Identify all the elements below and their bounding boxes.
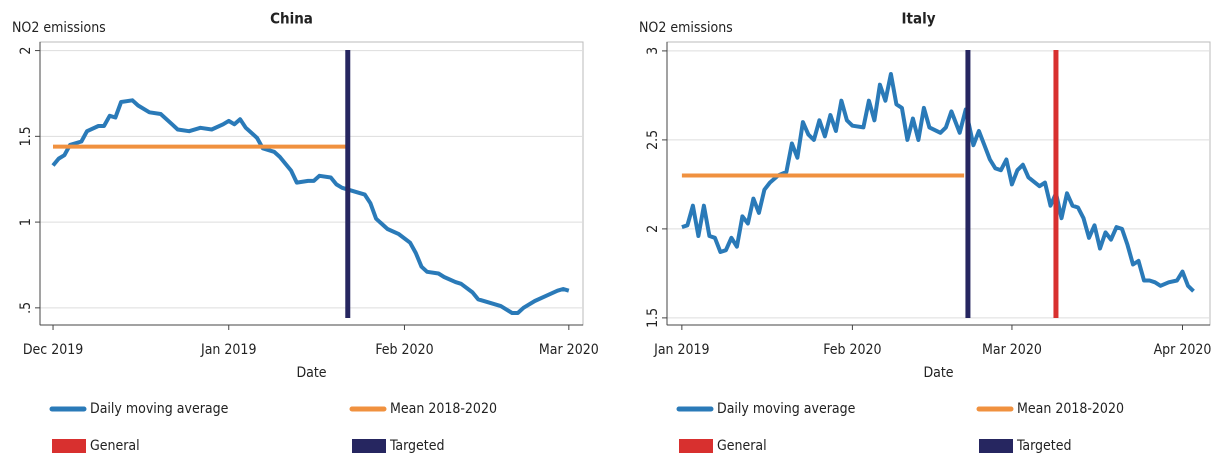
legend-label: Targeted [1016,438,1071,454]
plot-frame [39,41,584,326]
y-tick-label: 1.5 [18,126,34,146]
x-tick-label: Dec 2019 [23,342,83,358]
y-tick-label: 3 [645,47,661,55]
legend-label: Mean 2018-2020 [390,401,497,417]
legend-swatch [52,439,86,453]
x-tick-label: Apr 2020 [1154,342,1212,358]
y-axis-label: NO2 emissions [12,20,106,36]
legend-label: Daily moving average [90,401,229,417]
y-tick-label: .5 [18,302,34,314]
legend-swatch [979,439,1013,453]
y-axis-label: NO2 emissions [639,20,733,36]
x-tick-label: Feb 2020 [823,342,881,358]
legend-swatch [679,439,713,453]
y-tick-label: 2 [645,225,661,233]
x-tick-label: Mar 2020 [539,342,599,358]
legend-label: Targeted [389,438,444,454]
data-line [681,72,1195,293]
legend-label: General [717,438,767,454]
y-tick-label: 2 [18,47,34,55]
legend-swatch [352,439,386,453]
y-tick-label: 2.5 [645,130,661,150]
y-tick-label: 1.5 [645,308,661,328]
x-axis-label: Date [296,365,326,381]
x-tick-label: Mar 2020 [982,342,1042,358]
x-axis-label: Date [923,365,953,381]
x-tick-label: Jan 2019 [653,342,709,358]
x-tick-label: Jan 2019 [200,342,256,358]
chart-title: China [270,10,313,28]
x-tick-label: Feb 2020 [375,342,433,358]
legend-label: General [90,438,140,454]
y-tick-label: 1 [18,218,34,226]
data-line [51,98,570,315]
chart-title: Italy [902,10,936,28]
legend-label: Mean 2018-2020 [1017,401,1124,417]
legend-label: Daily moving average [717,401,856,417]
plot-frame [666,41,1211,326]
